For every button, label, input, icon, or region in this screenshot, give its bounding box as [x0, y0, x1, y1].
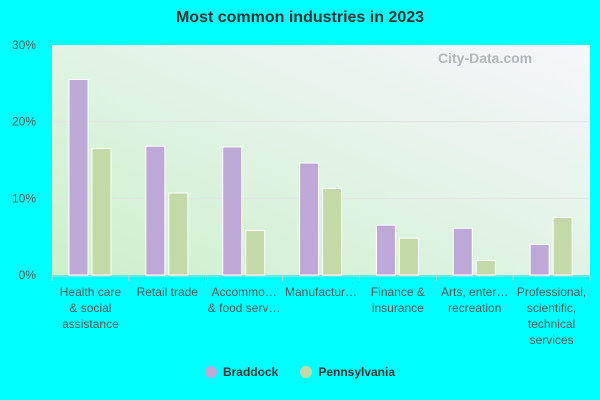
chart-title: Most common industries in 2023 [175, 9, 425, 26]
legend-swatch [300, 366, 313, 378]
x-tick-label: assistance [62, 317, 119, 331]
x-tick-label: Professional, [517, 285, 586, 299]
bar-pennsylvania [322, 187, 343, 276]
x-tick-label: & social [69, 301, 111, 315]
x-tick-label: recreation [448, 301, 501, 315]
bar-pennsylvania [168, 192, 189, 276]
legend-label: Braddock [222, 365, 279, 379]
plot-area [52, 45, 590, 275]
bar-pennsylvania [398, 237, 419, 276]
x-tick-label: & food serv… [208, 301, 281, 315]
watermark-logo: City-Data.com [438, 50, 533, 66]
x-tick-label: Arts, enter… [441, 285, 508, 299]
x-tick-label: insurance [372, 301, 424, 315]
x-tick-label: Accommo… [211, 285, 276, 299]
y-tick-label: 20% [12, 115, 36, 129]
x-tick-label: Manufactur… [285, 285, 357, 299]
y-tick-label: 10% [12, 191, 36, 205]
bar-braddock [222, 146, 243, 276]
x-tick-label: services [530, 333, 574, 347]
x-tick-label: Retail trade [137, 285, 199, 299]
bar-braddock [529, 243, 550, 276]
y-tick-label: 30% [12, 38, 36, 52]
bar-braddock [145, 145, 166, 276]
bar-braddock [68, 79, 89, 276]
x-tick-label: scientific, [527, 301, 576, 315]
legend-item-pennsylvania: Pennsylvania [300, 365, 395, 379]
x-tick-label: technical [528, 317, 575, 331]
bar-pennsylvania [91, 148, 112, 276]
legend-item-braddock: Braddock [204, 365, 279, 379]
bar-pennsylvania [552, 217, 573, 276]
bar-pennsylvania [475, 259, 496, 276]
legend-label: Pennsylvania [318, 365, 396, 379]
bar-pennsylvania [245, 230, 266, 276]
legend-swatch [204, 366, 217, 378]
bar-braddock [452, 227, 473, 276]
bar-braddock [299, 162, 320, 276]
x-tick-label: Finance & [371, 285, 425, 299]
y-tick-label: 0% [19, 268, 37, 282]
legend: Braddock Pennsylvania [0, 365, 600, 379]
x-tick-label: Health care [60, 285, 122, 299]
bar-braddock [375, 224, 396, 276]
